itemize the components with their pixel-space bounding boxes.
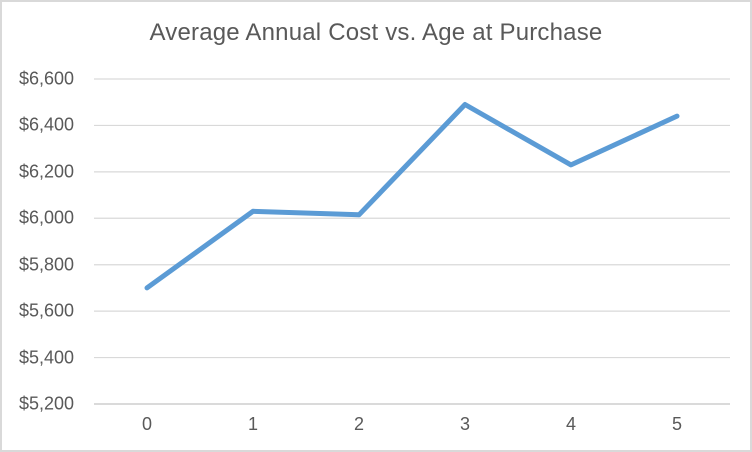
x-axis-tick-label: 4 xyxy=(565,414,577,434)
x-axis-tick-label: 0 xyxy=(141,414,153,434)
data-series-line xyxy=(144,102,680,291)
y-axis-tick-label: $5,600 xyxy=(18,300,74,321)
x-axis-tick-label: 2 xyxy=(353,414,365,434)
y-axis-tick-label: $6,000 xyxy=(18,207,74,228)
y-axis-tick-label: $5,200 xyxy=(18,393,74,414)
y-axis-tick-label: $6,400 xyxy=(18,114,74,135)
x-axis-tick-label: 5 xyxy=(671,414,683,434)
y-axis-tick-label: $5,800 xyxy=(18,254,74,275)
y-axis-tick-label: $5,400 xyxy=(18,347,74,368)
x-axis-tick-label: 1 xyxy=(247,414,259,434)
y-axis-tick-label: $6,200 xyxy=(18,161,74,182)
x-axis-tick-label: 3 xyxy=(459,414,471,434)
chart-title: Average Annual Cost vs. Age at Purchase xyxy=(149,19,603,46)
y-axis-tick-label: $6,600 xyxy=(18,68,74,89)
